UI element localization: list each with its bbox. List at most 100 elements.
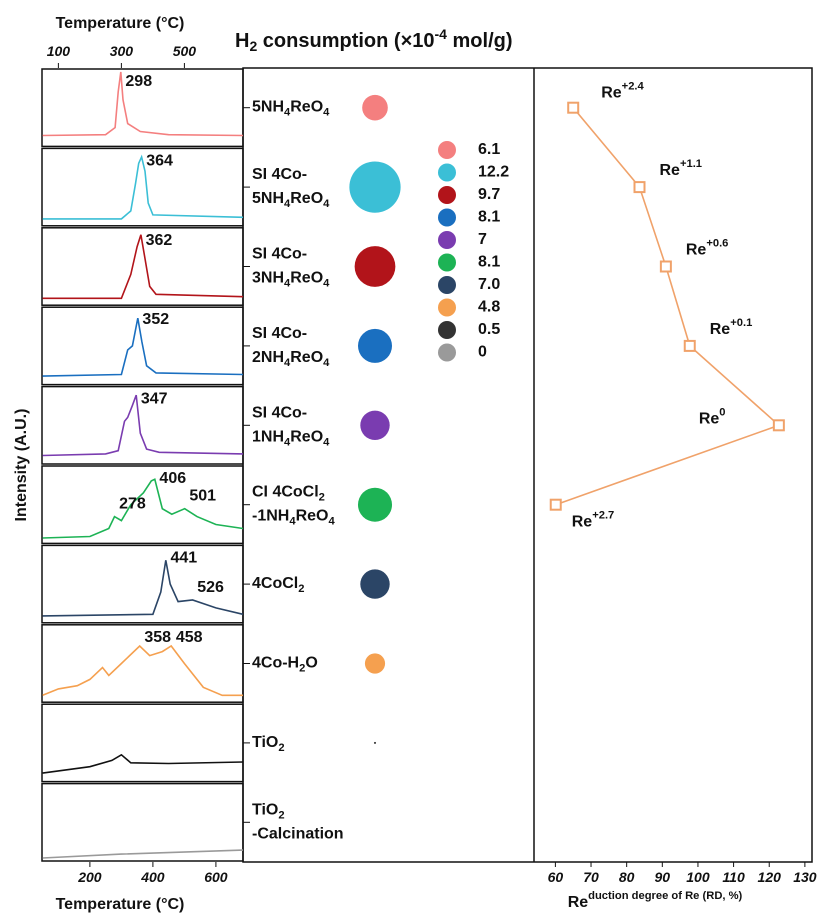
spectrum-line [42,560,244,617]
x-tick-label: 60 [548,869,564,885]
spectrum-line [42,71,244,137]
x2-tick-label: 500 [173,43,197,59]
bubble [362,94,388,121]
sample-label: 2NH4ReO4 [252,349,330,369]
sample-label: 4CoCl2 [252,575,304,595]
legend-swatch [438,298,456,317]
rd-marker [659,260,672,273]
legend-swatch [438,321,456,339]
bubble [349,161,401,213]
rd-line [555,107,781,506]
rd-marker [567,101,580,114]
x-tick-label: 90 [655,869,671,885]
frame [242,67,813,863]
legend-swatch [438,141,456,159]
x-axis-label: Temperature (°C) [56,896,185,913]
spectrum-line [42,478,244,539]
spectrum-line [42,753,244,774]
legend-label: 12.2 [478,164,509,181]
point-label: Re+2.4 [601,81,644,102]
legend-swatch [438,163,456,182]
bubble [354,246,396,287]
legend-label: 0 [478,344,487,361]
sample-label: 5NH4ReO4 [252,99,330,119]
x-tick-label: 130 [793,869,817,885]
sample-label: SI 4Co- [252,246,307,263]
peak-label: 501 [189,488,216,505]
x-tick-label: 400 [140,869,165,885]
sample-label: TiO2 [252,734,285,754]
legend-label: 8.1 [478,254,500,271]
sample-label: -Calcination [252,826,344,843]
spectrum-line [42,317,244,377]
x-axis-label: Reduction degree of Re (RD, %) [568,890,743,911]
bubble [360,569,390,599]
peak-label: 364 [146,153,173,170]
x-tick-label: 80 [619,869,635,885]
bubble [364,653,386,674]
x-tick-label: 100 [686,869,710,885]
peak-label: 298 [125,73,152,90]
x2-tick-label: 300 [110,43,134,59]
panel [41,703,244,783]
sample-label: 4Co-H2O [252,655,318,675]
spectrum-line [42,234,244,300]
point-label: Re+0.1 [710,317,753,338]
x2-tick-label: 100 [47,43,71,59]
legend-swatch [438,343,456,362]
panel [41,782,244,862]
sample-label: SI 4Co- [252,325,307,342]
point-label: Re+0.6 [686,237,729,258]
spectrum-line [42,154,244,220]
peak-label: 441 [170,550,197,567]
legend-swatch [438,186,456,204]
sample-label: -1NH4ReO4 [252,508,335,528]
x-tick-label: 110 [722,869,745,885]
spectrum-line [42,849,244,859]
top-axis-label: Temperature (°C) [56,15,185,32]
sample-label: CI 4CoCl2 [252,484,325,504]
legend-swatch [438,231,456,249]
point-label: Re0 [699,406,726,427]
bubble [360,410,390,440]
chart-title: H2 consumption (×10-4 mol/g) [235,26,513,54]
spectrum-line [42,394,244,457]
rd-marker [549,498,562,511]
peak-label: 358 [144,629,171,646]
x-tick-label: 200 [77,869,102,885]
point-label: Re+2.7 [572,510,615,531]
legend-label: 8.1 [478,209,500,226]
peak-label: 362 [146,232,173,249]
sample-label: SI 4Co- [252,405,307,422]
rd-marker [633,181,646,194]
legend-label: 7 [478,231,487,248]
peak-label: 406 [159,470,186,487]
peak-label: 526 [197,579,224,596]
point-label: Re+1.1 [659,158,702,179]
x-tick-label: 600 [204,869,228,885]
peak-label: 458 [176,629,203,646]
rd-marker [772,419,785,432]
peak-label: 352 [142,311,169,328]
bubble [357,328,393,363]
rd-marker [683,339,696,352]
legend-label: 0.5 [478,321,500,338]
x-tick-label: 70 [583,869,599,885]
spectrum-line [42,644,243,697]
peak-label: 347 [141,391,168,408]
legend-label: 6.1 [478,141,500,158]
bubble [373,741,377,744]
sample-label: TiO2 [252,802,285,822]
sample-label: 1NH4ReO4 [252,429,330,449]
sample-label: SI 4Co- [252,166,307,183]
legend-swatch [438,276,456,294]
peak-label: 278 [119,496,146,513]
x-tick-label: 120 [758,869,782,885]
sample-label: 5NH4ReO4 [252,190,330,210]
y-axis-label: Intensity (A.U.) [13,409,30,522]
legend-label: 9.7 [478,186,500,203]
sample-label: 3NH4ReO4 [252,270,330,290]
bubble [357,487,393,522]
